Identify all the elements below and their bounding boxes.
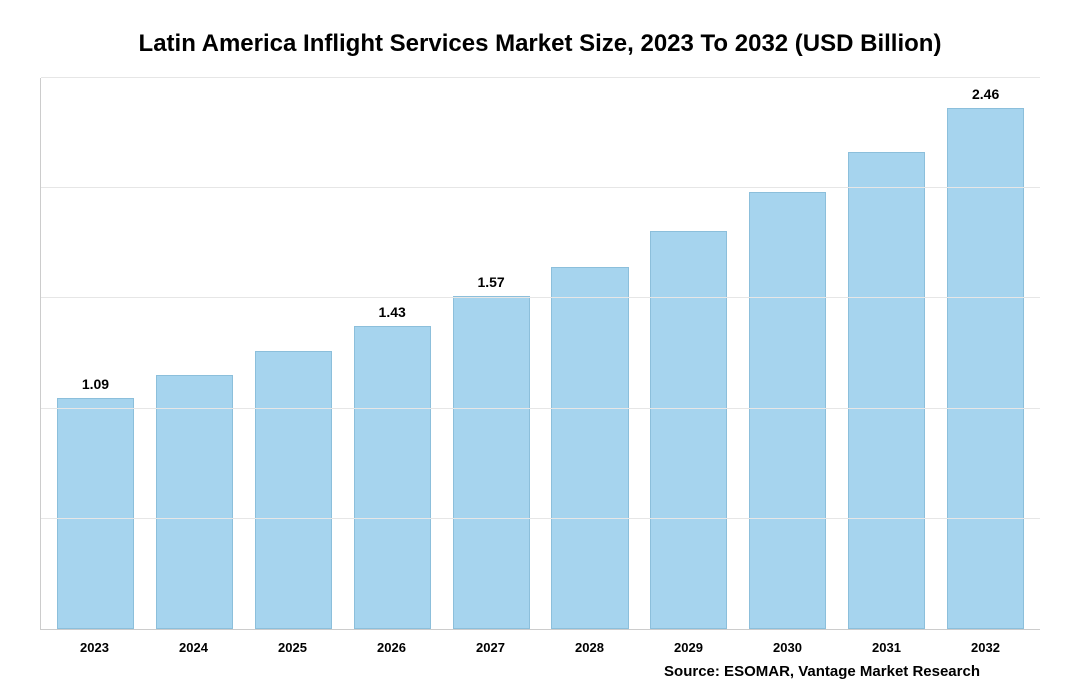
x-tick-label: 2028	[540, 640, 639, 655]
bar-slot	[244, 78, 343, 629]
bar	[848, 152, 925, 629]
chart-title: Latin America Inflight Services Market S…	[40, 30, 1040, 58]
bar-slot: 2.46	[936, 78, 1035, 629]
bar	[749, 192, 826, 629]
bar	[453, 296, 530, 629]
bar-slot	[639, 78, 738, 629]
x-tick-label: 2032	[936, 640, 1035, 655]
x-axis: 2023202420252026202720282029203020312032	[40, 630, 1040, 655]
bar-value-label: 2.46	[972, 86, 999, 102]
bar	[156, 375, 233, 629]
x-tick-label: 2027	[441, 640, 540, 655]
source-text: Source: ESOMAR, Vantage Market Research	[40, 663, 1040, 680]
bar-value-label: 1.57	[477, 274, 504, 290]
chart-area: 1.091.431.572.46 20232024202520262027202…	[40, 78, 1040, 655]
bars-group: 1.09 1.43 1.57 2.46	[41, 78, 1040, 629]
bar-slot	[837, 78, 936, 629]
bar	[650, 231, 727, 629]
x-tick-label: 2029	[639, 640, 738, 655]
grid-line	[41, 297, 1040, 298]
bar	[947, 108, 1024, 629]
grid-line	[41, 408, 1040, 409]
bar-value-label: 1.43	[379, 304, 406, 320]
chart-container: Latin America Inflight Services Market S…	[0, 0, 1080, 700]
bar-slot	[738, 78, 837, 629]
grid-line	[41, 77, 1040, 78]
x-tick-label: 2023	[45, 640, 144, 655]
bar-slot: 1.43	[343, 78, 442, 629]
x-tick-label: 2031	[837, 640, 936, 655]
x-tick-label: 2026	[342, 640, 441, 655]
bar-slot: 1.57	[442, 78, 541, 629]
bar	[354, 326, 431, 629]
bar	[551, 267, 628, 629]
bar-value-label: 1.09	[82, 376, 109, 392]
bar	[57, 398, 134, 629]
x-tick-label: 2024	[144, 640, 243, 655]
bar	[255, 351, 332, 629]
grid-line	[41, 187, 1040, 188]
bar-slot	[541, 78, 640, 629]
x-tick-label: 2025	[243, 640, 342, 655]
bar-slot: 1.09	[46, 78, 145, 629]
bar-slot	[145, 78, 244, 629]
grid-line	[41, 518, 1040, 519]
x-tick-label: 2030	[738, 640, 837, 655]
plot-area: 1.09 1.43 1.57 2.46	[40, 78, 1040, 630]
